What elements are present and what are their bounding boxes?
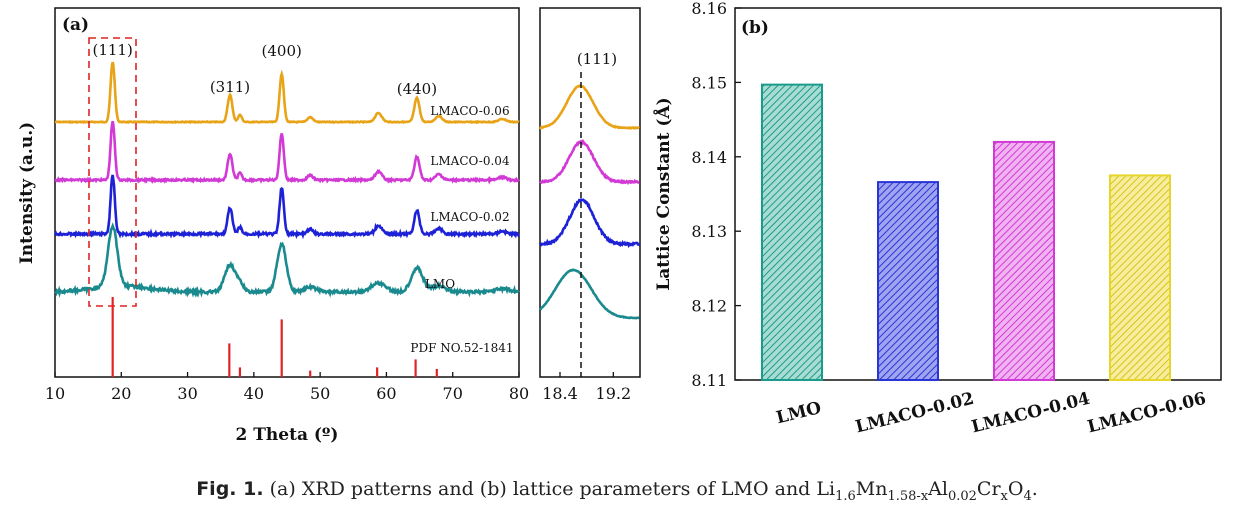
- bar-category-label: LMACO-0.02: [853, 389, 976, 438]
- y-tick-label: 8.16: [691, 0, 727, 18]
- y-tick-label: 8.14: [691, 148, 727, 167]
- lattice-panel: (b) 8.11 8.12 8.13 8.14 8.15 8.16 LMO LMACO-0.…: [652, 0, 1222, 438]
- caption-sub-cr: x: [1000, 488, 1008, 504]
- peak-label: (311): [210, 78, 250, 96]
- x-tick-label: 70: [443, 384, 463, 403]
- lattice-bar: [877, 181, 939, 381]
- y-tick-label: 8.12: [691, 297, 727, 316]
- xrd-series-line: [55, 61, 520, 125]
- inset-series-line: [538, 198, 641, 249]
- series-label: LMACO-0.06: [430, 104, 509, 118]
- inset-tick-label: 19.2: [596, 384, 632, 403]
- caption-end: .: [1031, 478, 1038, 500]
- xrd-plot-frame: [54, 7, 520, 378]
- bar-category-label: LMACO-0.06: [1085, 389, 1208, 438]
- xrd-series-line: [54, 174, 520, 240]
- caption-cr: Cr: [976, 478, 1001, 500]
- caption-sub-li: 1.6: [835, 488, 856, 504]
- peak-label: (400): [262, 42, 302, 60]
- inset-series-line: [539, 268, 640, 320]
- caption-prefix: Fig. 1.: [196, 478, 264, 500]
- lattice-bar: [1109, 174, 1171, 381]
- inset-tick-label: 18.4: [542, 384, 578, 403]
- caption-o: O: [1007, 478, 1024, 500]
- y-tick-label: 8.11: [691, 371, 727, 390]
- reference-label: PDF NO.52-1841: [410, 341, 513, 355]
- lattice-bar: [761, 83, 823, 382]
- inset-plot-frame: [539, 7, 641, 378]
- caption-al: Al: [928, 478, 948, 500]
- x-tick-label: 20: [111, 384, 131, 403]
- xrd-inset-panel: (111) 18.4 19.2: [538, 7, 641, 403]
- figure-caption: Fig. 1. (a) XRD patterns and (b) lattice…: [0, 478, 1234, 504]
- bar-category-label: LMO: [774, 398, 823, 428]
- x-axis-title: 2 Theta (º): [236, 425, 339, 445]
- x-tick-label: 50: [310, 384, 330, 403]
- peak-label: (111): [92, 41, 132, 59]
- caption-sub-al: 0.02: [947, 488, 977, 504]
- series-label: LMACO-0.04: [430, 154, 510, 168]
- caption-text: (a) XRD patterns and (b) lattice paramet…: [269, 478, 836, 500]
- inset-peak-label: (111): [577, 50, 617, 68]
- xrd-panel: (a) PDF NO.52-1841 (111)(311)(400)(440) …: [17, 7, 529, 445]
- series-label: LMACO-0.02: [430, 210, 509, 224]
- inset-series-line: [539, 84, 641, 130]
- panel-b-label: (b): [741, 18, 769, 38]
- inset-series-line: [539, 139, 640, 186]
- xrd-series-line: [54, 222, 520, 299]
- x-tick-label: 30: [177, 384, 197, 403]
- caption-sub-o: 4: [1023, 488, 1032, 504]
- x-tick-label: 60: [376, 384, 396, 403]
- panel-a-label: (a): [62, 15, 89, 35]
- lattice-bar: [993, 140, 1055, 381]
- y-tick-label: 8.13: [691, 222, 727, 241]
- x-tick-label: 10: [45, 384, 65, 403]
- x-tick-label: 80: [509, 384, 529, 403]
- xrd-series-line: [54, 121, 520, 185]
- bar-plot-frame: [734, 7, 1222, 381]
- peak-label: (440): [397, 80, 437, 98]
- caption-mn: Mn: [855, 478, 888, 500]
- highlight-box-111: [88, 37, 137, 307]
- x-tick-label: 40: [244, 384, 264, 403]
- series-label: LMO: [425, 277, 455, 291]
- y-tick-label: 8.15: [691, 73, 727, 92]
- b-y-axis-title: Lattice Constant (Å): [652, 97, 674, 290]
- caption-sub-mn: 1.58-x: [887, 488, 929, 504]
- y-axis-title: Intensity (a.u.): [17, 122, 37, 264]
- bar-category-label: LMACO-0.04: [969, 389, 1092, 438]
